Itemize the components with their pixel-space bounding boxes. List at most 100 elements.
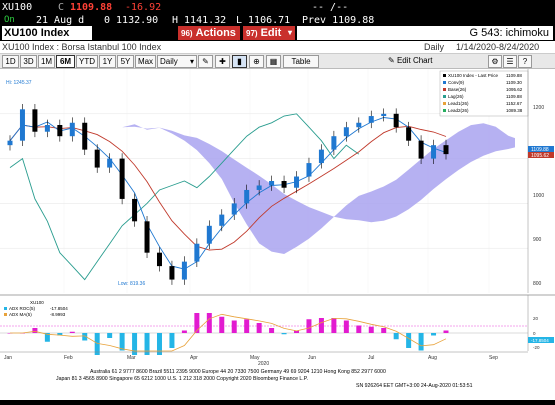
edit-chart-button[interactable]: ✎ Edit Chart: [388, 55, 448, 66]
x-tick-jan: Jan: [4, 355, 12, 361]
chart-header: XU100 Index : Borsa Istanbul 100 Index D…: [0, 41, 555, 54]
adx-ma-line: [10, 313, 447, 352]
range-button-1y[interactable]: 1Y: [99, 55, 116, 68]
footer: Australia 61 2 9777 8600 Brazil 5511 239…: [56, 369, 473, 389]
range-button-5y[interactable]: 5Y: [117, 55, 134, 68]
price-tag-last: [528, 146, 554, 152]
adx-bar: [269, 328, 275, 333]
candle: [19, 109, 25, 141]
candle: [406, 127, 412, 141]
quote-ticker: XU100: [2, 2, 33, 13]
adx-bar: [256, 323, 262, 333]
lagging-line: [9, 113, 360, 281]
annotation-low: Low: 819.36: [118, 281, 145, 287]
x-tick-sep: Sep: [489, 355, 498, 361]
range-button-6m[interactable]: 6M: [56, 55, 75, 68]
candle: [256, 185, 262, 190]
candle: [44, 125, 50, 132]
lower-swatch-ma: [4, 313, 7, 316]
adx-bar: [107, 333, 113, 338]
ichimoku-cloud: [97, 123, 515, 254]
adx-bar: [169, 333, 175, 348]
help-icon[interactable]: ?: [518, 55, 532, 68]
adx-bar: [418, 333, 424, 351]
legend-base-value: 1095.62: [506, 87, 523, 92]
grid-icon[interactable]: ▦: [266, 55, 281, 68]
adx-bar: [331, 318, 337, 333]
quote-price-prefix: C: [58, 2, 65, 13]
adx-bar: [368, 326, 374, 333]
quote-date: 21 Aug d: [36, 15, 85, 26]
lower-tick-minus20: -20: [533, 345, 540, 350]
frequency-select[interactable]: Daily ▾: [157, 55, 197, 68]
lower-swatch-roc: [4, 307, 7, 310]
quote-high: H 1141.32: [172, 15, 227, 26]
y-tick-1200: 1200: [533, 105, 544, 111]
adx-bar: [281, 333, 287, 335]
adx-bar: [82, 333, 88, 341]
price-tag-base-text: 1095.62: [531, 153, 549, 159]
chevron-down-icon: ▾: [189, 57, 194, 66]
candle-icon[interactable]: ▮: [232, 55, 247, 68]
legend-lag-value: 1109.88: [506, 94, 522, 99]
adx-bar: [57, 333, 63, 336]
table-button[interactable]: Table: [283, 55, 319, 68]
x-tick-jul: Jul: [368, 355, 374, 361]
y-tick-800: 800: [533, 281, 542, 287]
actions-num: 96): [181, 29, 193, 38]
range-button-ytd[interactable]: YTD: [76, 55, 98, 68]
edit-button[interactable]: 97) Edit ▾: [243, 26, 295, 40]
adx-bar: [443, 330, 449, 333]
main-legend: XU100 Index - Last Price 1109.88 Conv(9)…: [439, 70, 529, 117]
range-button-1d[interactable]: 1D: [2, 55, 19, 68]
range-button-1m[interactable]: 1M: [38, 55, 55, 68]
legend-conv-value: 1109.30: [506, 80, 522, 85]
candle: [82, 122, 88, 150]
candle: [32, 109, 38, 132]
chart-title: XU100 Index : Borsa Istanbul 100 Index: [2, 42, 162, 52]
edit-num: 97): [246, 29, 258, 38]
quote-extra: -- /--: [312, 2, 349, 13]
adx-bar: [231, 320, 237, 333]
legend-box: [439, 70, 529, 117]
range-button-3d[interactable]: 3D: [20, 55, 37, 68]
quote-status: On: [4, 15, 15, 25]
candle: [318, 149, 324, 164]
legend-price-value: 1109.88: [506, 73, 522, 78]
zoom-icon[interactable]: ⊕: [249, 55, 264, 68]
adx-bar: [44, 333, 50, 342]
edit-chart-label: Edit Chart: [396, 56, 433, 65]
chart-area[interactable]: Hi: 1245.37 Low: 819.36 XU100 Index - La…: [0, 69, 555, 400]
settings-icon[interactable]: ⚙: [488, 55, 502, 68]
adx-bar: [343, 320, 349, 333]
quote-prev: Prev 1109.88: [302, 15, 375, 26]
legend-lead2-name: Lead2(26): [448, 108, 469, 113]
adx-bar: [181, 330, 187, 333]
pencil-icon[interactable]: ✎: [198, 55, 213, 68]
lower-price-tag: [528, 337, 554, 343]
chevron-down-icon: ▾: [287, 28, 292, 37]
candle: [368, 116, 374, 123]
x-tick-feb: Feb: [64, 355, 73, 361]
legend-lead2-value: 1089.38: [506, 108, 523, 113]
crosshair-icon[interactable]: ✚: [215, 55, 230, 68]
adx-bar: [219, 316, 225, 333]
candle: [231, 203, 237, 215]
candle: [119, 158, 125, 199]
range-button-max[interactable]: Max: [135, 55, 156, 68]
legend-swatch-price: [443, 74, 446, 77]
price-tag-base: [528, 152, 554, 158]
y-axis: 1200 1100 1000 900 800 1109.88 1095.62: [527, 69, 554, 293]
candle: [194, 243, 200, 262]
adx-bar: [393, 333, 399, 340]
candle: [306, 163, 312, 177]
adx-bar: [318, 318, 324, 333]
ticker-input[interactable]: XU100 Index: [2, 26, 92, 40]
legend-swatch-base: [443, 88, 446, 91]
adx-bar: [194, 313, 200, 333]
candle: [393, 113, 399, 128]
actions-button[interactable]: 96)Actions▾: [178, 26, 240, 52]
gear-icon[interactable]: ☰: [503, 55, 517, 68]
candle: [144, 221, 150, 253]
ichimoku-chart[interactable]: Hi: 1245.37 Low: 819.36 XU100 Index - La…: [0, 69, 555, 400]
